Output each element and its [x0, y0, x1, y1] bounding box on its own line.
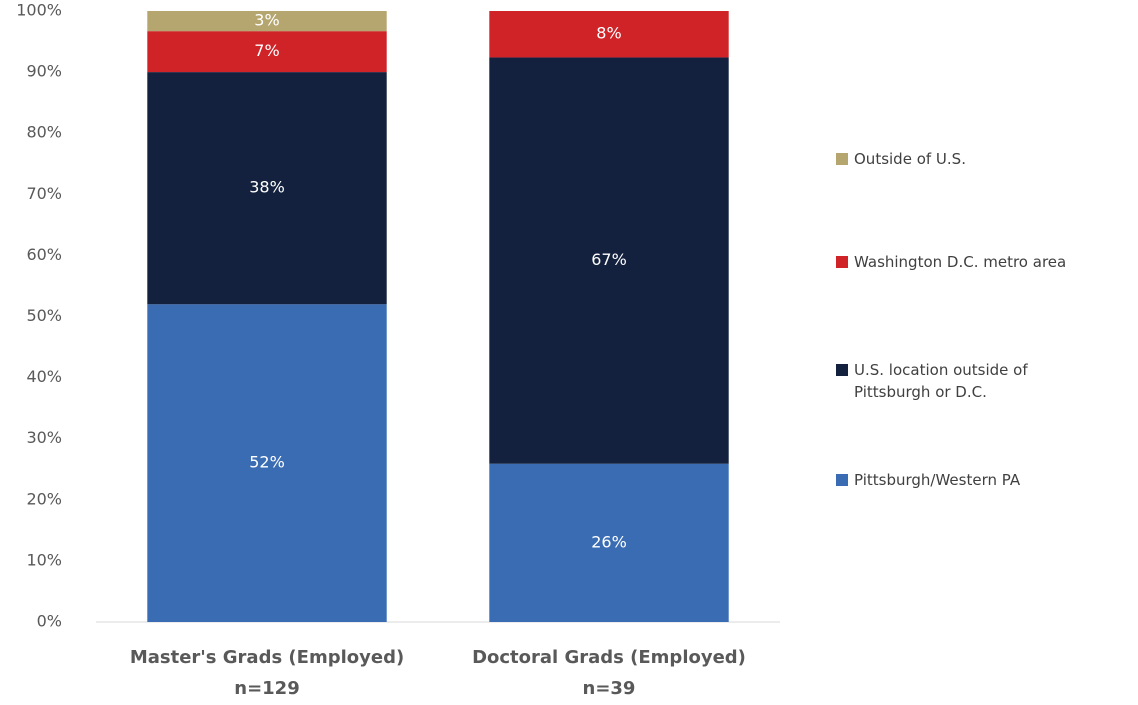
y-tick-label: 20% [26, 489, 62, 508]
y-tick-label: 90% [26, 62, 62, 81]
y-tick-label: 10% [26, 550, 62, 569]
legend-item: Washington D.C. metro area [836, 251, 1138, 273]
y-tick-label: 50% [26, 306, 62, 325]
bar-segment [147, 304, 387, 622]
y-tick-label: 80% [26, 123, 62, 142]
bar-segment [489, 57, 729, 464]
data-label: 52% [249, 453, 285, 472]
legend-label: Outside of U.S. [854, 150, 966, 168]
legend-label: Pittsburgh/Western PA [854, 471, 1021, 489]
y-tick-label: 60% [26, 245, 62, 264]
legend-swatch [836, 153, 848, 165]
y-tick-label: 30% [26, 428, 62, 447]
bar-segment [489, 463, 729, 622]
x-tick-note: n=39 [583, 678, 636, 699]
data-label: 26% [591, 532, 627, 551]
legend-item: Pittsburgh/Western PA [836, 469, 1138, 491]
x-tick-label: Doctoral Grads (Employed) [472, 647, 746, 668]
bar-segment [147, 11, 387, 32]
legend-label: U.S. location outside of Pittsburgh or D… [854, 361, 1028, 401]
legend-swatch [836, 474, 848, 486]
legend-item: Outside of U.S. [836, 148, 1138, 170]
x-tick-note: n=129 [234, 678, 299, 699]
legend-label: Washington D.C. metro area [854, 253, 1067, 271]
bar-segment [147, 31, 387, 73]
y-tick-label: 0% [37, 612, 62, 631]
data-label: 67% [591, 250, 627, 269]
legend-item: U.S. location outside of Pittsburgh or D… [836, 359, 1079, 403]
bar-segment [147, 72, 387, 305]
y-tick-label: 40% [26, 367, 62, 386]
y-tick-label: 100% [16, 1, 62, 20]
data-label: 8% [596, 24, 621, 43]
y-tick-label: 70% [26, 184, 62, 203]
data-label: 38% [249, 178, 285, 197]
data-label: 3% [254, 11, 279, 30]
legend-swatch [836, 364, 848, 376]
legend-swatch [836, 256, 848, 268]
data-label: 7% [254, 41, 279, 60]
bar-segment [489, 11, 729, 58]
x-tick-label: Master's Grads (Employed) [130, 647, 404, 668]
